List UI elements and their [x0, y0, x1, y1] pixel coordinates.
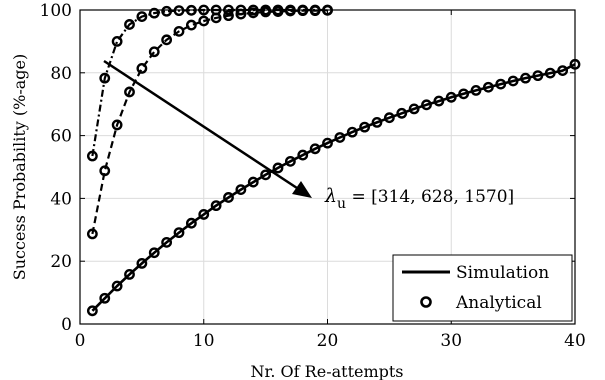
- legend-analytical-label: Analytical: [455, 293, 542, 313]
- analytical-marker-lambda-1570: [396, 107, 408, 119]
- analytical-marker-lambda-1570: [161, 236, 173, 248]
- analytical-marker-lambda-1570: [247, 176, 259, 188]
- analytical-marker-lambda-628: [210, 12, 222, 24]
- y-tick-label: 60: [50, 127, 72, 147]
- analytical-marker-lambda-314: [99, 72, 111, 84]
- analytical-marker-lambda-1570: [520, 72, 531, 84]
- tick-labels: 0 10 20 30 40 0 20 40 60 80 100: [40, 1, 586, 351]
- annotation-arrow: [103, 59, 312, 198]
- analytical-marker-lambda-1570: [223, 192, 234, 203]
- analytical-marker-lambda-1570: [173, 227, 185, 239]
- x-tick-label: 20: [317, 331, 339, 351]
- analytical-marker-lambda-1570: [359, 121, 371, 133]
- y-axis-label: Success Probability (%-age): [10, 54, 29, 280]
- analytical-marker-lambda-1570: [482, 81, 494, 93]
- analytical-marker-lambda-1570: [507, 75, 519, 87]
- analytical-marker-lambda-314: [136, 11, 148, 22]
- annotation-lambda-symbol: λ: [324, 185, 337, 207]
- analytical-marker-lambda-1570: [111, 280, 123, 292]
- analytical-marker-lambda-628: [111, 119, 123, 131]
- legend-analytical-marker: [420, 296, 432, 308]
- analytical-marker-lambda-628: [173, 25, 185, 37]
- analytical-marker-lambda-1570: [210, 200, 222, 212]
- annotation-arrow-head: [292, 181, 312, 198]
- analytical-marker-lambda-628: [260, 6, 272, 18]
- analytical-marker-lambda-314: [86, 150, 98, 162]
- analytical-marker-lambda-628: [272, 6, 284, 17]
- analytical-marker-lambda-1570: [346, 126, 358, 138]
- x-tick-label: 0: [75, 331, 86, 351]
- analytical-marker-lambda-1570: [334, 132, 346, 143]
- legend: Simulation Analytical: [392, 254, 573, 322]
- y-tick-label: 20: [50, 252, 72, 272]
- x-tick-label: 30: [440, 331, 462, 351]
- analytical-marker-lambda-314: [161, 5, 173, 17]
- analytical-marker-lambda-1570: [284, 155, 296, 167]
- analytical-marker-lambda-1570: [532, 70, 544, 82]
- y-tick-label: 0: [61, 315, 72, 335]
- analytical-marker-lambda-314: [148, 7, 160, 19]
- simulation-line-lambda-628: [91, 9, 328, 235]
- analytical-marker-lambda-1570: [421, 99, 432, 111]
- analytical-marker-lambda-1570: [124, 268, 135, 280]
- analytical-marker-lambda-1570: [322, 137, 333, 149]
- analytical-marker-lambda-1570: [309, 143, 321, 155]
- analytical-marker-lambda-1570: [272, 162, 284, 174]
- analytical-marker-lambda-628: [223, 10, 234, 22]
- analytical-marker-lambda-628: [161, 34, 173, 46]
- analytical-marker-lambda-1570: [136, 257, 148, 269]
- analytical-marker-lambda-1570: [198, 209, 210, 220]
- analytical-marker-lambda-628: [284, 5, 296, 17]
- analytical-marker-lambda-628: [247, 7, 259, 19]
- analytical-marker-lambda-1570: [86, 305, 98, 317]
- analytical-marker-lambda-628: [309, 5, 321, 17]
- analytical-marker-lambda-1570: [297, 149, 309, 161]
- x-tick-label: 40: [564, 331, 586, 351]
- analytical-marker-lambda-1570: [371, 117, 383, 128]
- analytical-marker-lambda-1570: [445, 91, 457, 103]
- analytical-marker-lambda-1570: [235, 184, 247, 196]
- legend-simulation-label: Simulation: [456, 263, 549, 283]
- x-tick-label: 10: [193, 331, 215, 351]
- analytical-marker-lambda-1570: [557, 65, 569, 77]
- x-axis-label: Nr. Of Re-attempts: [250, 362, 403, 380]
- legend-box: [392, 254, 573, 322]
- analytical-marker-lambda-314: [124, 19, 135, 30]
- analytical-marker-lambda-1570: [408, 103, 420, 115]
- analytical-marker-lambda-1570: [470, 84, 482, 96]
- analytical-marker-lambda-1570: [458, 88, 470, 100]
- y-tick-label: 100: [40, 1, 72, 21]
- annotation-lambda: λu = [314, 628, 1570]: [324, 185, 514, 212]
- analytical-marker-lambda-314: [173, 5, 185, 17]
- annotation-lambda-values: = [314, 628, 1570]: [346, 187, 514, 207]
- analytical-marker-lambda-628: [124, 86, 135, 98]
- analytical-marker-lambda-314: [111, 36, 123, 47]
- y-tick-label: 80: [50, 64, 72, 84]
- analytical-marker-lambda-628: [148, 46, 160, 58]
- analytical-marker-lambda-628: [185, 19, 197, 31]
- analytical-marker-lambda-628: [86, 228, 98, 240]
- annotation-arrow-shaft: [103, 59, 301, 192]
- analytical-marker-lambda-1570: [260, 169, 272, 181]
- y-tick-label: 40: [50, 189, 72, 209]
- analytical-marker-lambda-628: [297, 5, 309, 17]
- analytical-marker-lambda-1570: [148, 247, 160, 259]
- simulation-line-lambda-1570: [91, 63, 576, 312]
- analytical-marker-lambda-1570: [383, 112, 395, 124]
- analytical-marker-lambda-628: [198, 15, 210, 27]
- analytical-marker-lambda-1570: [433, 95, 445, 107]
- analytical-marker-lambda-1570: [99, 292, 111, 304]
- analytical-marker-lambda-628: [99, 165, 111, 177]
- analytical-marker-lambda-1570: [495, 78, 507, 90]
- grid: [80, 10, 575, 324]
- analytical-marker-lambda-628: [136, 63, 148, 74]
- annotation-lambda-subscript: u: [337, 196, 346, 212]
- analytical-marker-lambda-1570: [544, 67, 556, 79]
- analytical-marker-lambda-1570: [185, 217, 197, 229]
